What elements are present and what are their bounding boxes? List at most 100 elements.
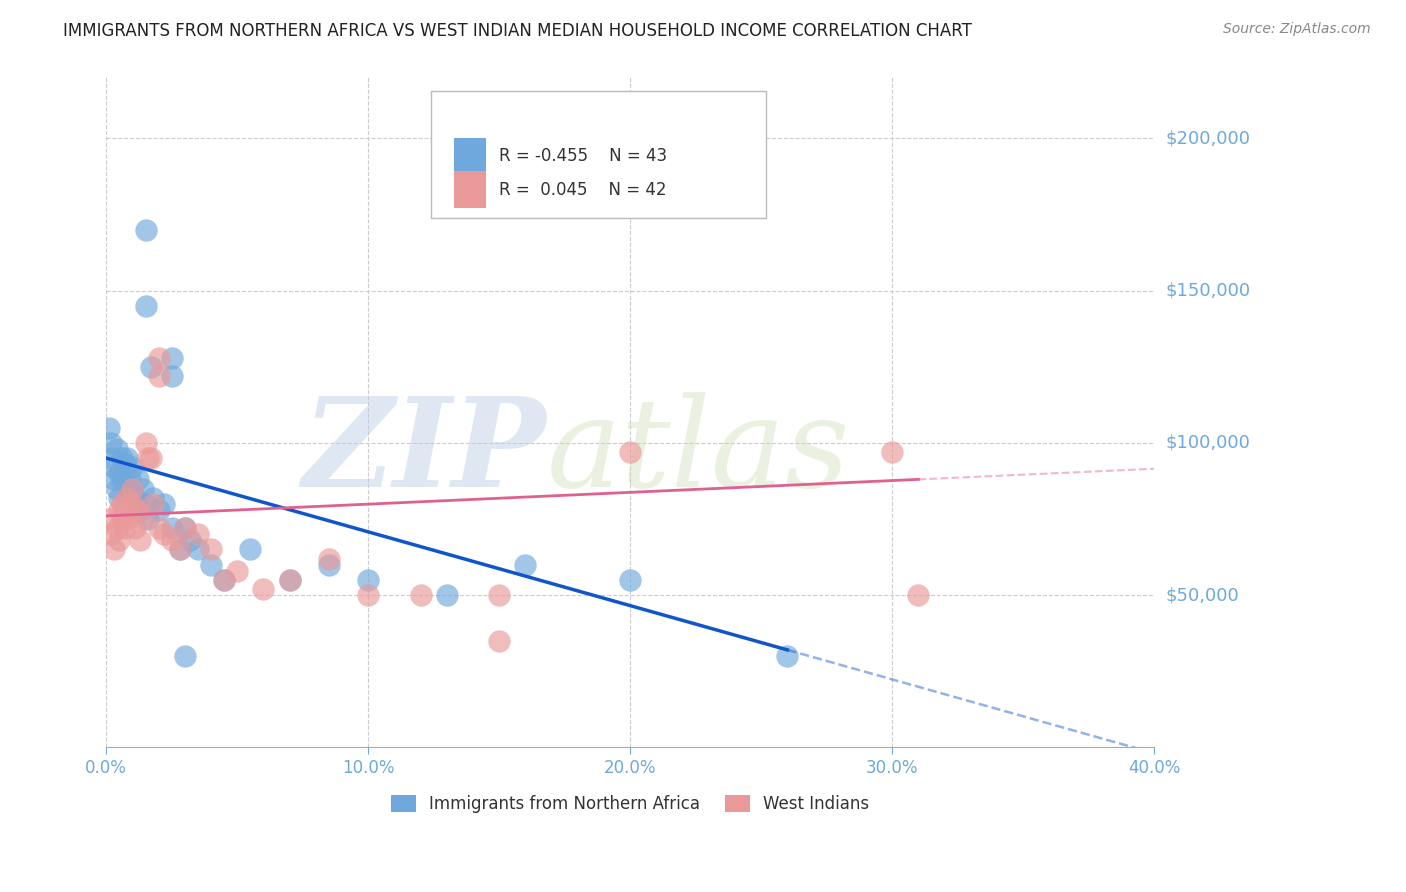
- Text: IMMIGRANTS FROM NORTHERN AFRICA VS WEST INDIAN MEDIAN HOUSEHOLD INCOME CORRELATI: IMMIGRANTS FROM NORTHERN AFRICA VS WEST …: [63, 22, 972, 40]
- Point: [169, 542, 191, 557]
- Point: [100, 451, 122, 466]
- Point: [135, 299, 157, 313]
- Point: [115, 491, 138, 505]
- Point: [127, 503, 149, 517]
- Point: [226, 564, 249, 578]
- Point: [239, 542, 262, 557]
- Point: [111, 451, 134, 466]
- Point: [124, 491, 146, 505]
- Text: Source: ZipAtlas.com: Source: ZipAtlas.com: [1223, 22, 1371, 37]
- Point: [108, 503, 131, 517]
- Point: [136, 451, 159, 466]
- Point: [187, 542, 209, 557]
- Point: [160, 521, 183, 535]
- Text: $100,000: $100,000: [1166, 434, 1250, 452]
- Text: $150,000: $150,000: [1166, 282, 1250, 300]
- Point: [132, 482, 155, 496]
- Point: [357, 588, 380, 602]
- Point: [127, 472, 149, 486]
- Point: [153, 527, 176, 541]
- Text: ZIP: ZIP: [302, 392, 547, 513]
- Point: [169, 542, 191, 557]
- Point: [118, 503, 141, 517]
- Point: [108, 491, 131, 505]
- Point: [142, 491, 165, 505]
- Point: [114, 521, 136, 535]
- Point: [129, 503, 152, 517]
- FancyBboxPatch shape: [432, 91, 766, 219]
- Point: [357, 573, 380, 587]
- Point: [200, 558, 222, 572]
- Point: [148, 351, 170, 365]
- Point: [132, 512, 155, 526]
- Point: [114, 503, 136, 517]
- Text: $50,000: $50,000: [1166, 586, 1239, 604]
- Point: [111, 512, 134, 526]
- Point: [179, 533, 201, 548]
- Point: [108, 533, 131, 548]
- Point: [619, 445, 641, 459]
- Point: [111, 472, 134, 486]
- Point: [142, 497, 165, 511]
- Legend: Immigrants from Northern Africa, West Indians: Immigrants from Northern Africa, West In…: [391, 795, 869, 813]
- Point: [111, 497, 134, 511]
- Text: atlas: atlas: [547, 392, 849, 514]
- Point: [97, 420, 120, 434]
- Point: [100, 435, 122, 450]
- Point: [114, 457, 136, 471]
- FancyBboxPatch shape: [454, 137, 485, 175]
- Point: [129, 533, 152, 548]
- Point: [105, 521, 128, 535]
- Point: [121, 482, 143, 496]
- Point: [278, 573, 301, 587]
- Text: R =  0.045    N = 42: R = 0.045 N = 42: [499, 181, 666, 199]
- Point: [515, 558, 537, 572]
- Point: [173, 521, 195, 535]
- Point: [103, 542, 125, 557]
- Point: [148, 521, 170, 535]
- Point: [212, 573, 235, 587]
- Point: [121, 460, 143, 475]
- Point: [108, 467, 131, 481]
- Point: [436, 588, 458, 602]
- Point: [115, 451, 138, 466]
- Point: [252, 582, 274, 596]
- Text: $200,000: $200,000: [1166, 129, 1250, 147]
- Point: [136, 512, 159, 526]
- Point: [135, 497, 157, 511]
- Point: [124, 521, 146, 535]
- Point: [139, 451, 162, 466]
- Point: [115, 491, 138, 505]
- Point: [103, 460, 125, 475]
- Point: [318, 558, 340, 572]
- Point: [776, 648, 799, 663]
- Point: [100, 527, 122, 541]
- Point: [148, 368, 170, 383]
- Point: [160, 533, 183, 548]
- Point: [135, 435, 157, 450]
- Point: [278, 573, 301, 587]
- Point: [907, 588, 929, 602]
- Point: [409, 588, 432, 602]
- Point: [212, 573, 235, 587]
- Point: [160, 368, 183, 383]
- Point: [173, 648, 195, 663]
- Point: [488, 588, 510, 602]
- Point: [488, 633, 510, 648]
- Text: R = -0.455    N = 43: R = -0.455 N = 43: [499, 147, 668, 166]
- Point: [619, 573, 641, 587]
- FancyBboxPatch shape: [454, 171, 485, 208]
- Point: [148, 503, 170, 517]
- Point: [105, 482, 128, 496]
- Point: [118, 472, 141, 486]
- Point: [882, 445, 904, 459]
- Point: [318, 551, 340, 566]
- Point: [121, 482, 143, 496]
- Point: [173, 521, 195, 535]
- Point: [187, 527, 209, 541]
- Point: [114, 503, 136, 517]
- Point: [97, 512, 120, 526]
- Point: [135, 223, 157, 237]
- Point: [121, 497, 143, 511]
- Point: [160, 351, 183, 365]
